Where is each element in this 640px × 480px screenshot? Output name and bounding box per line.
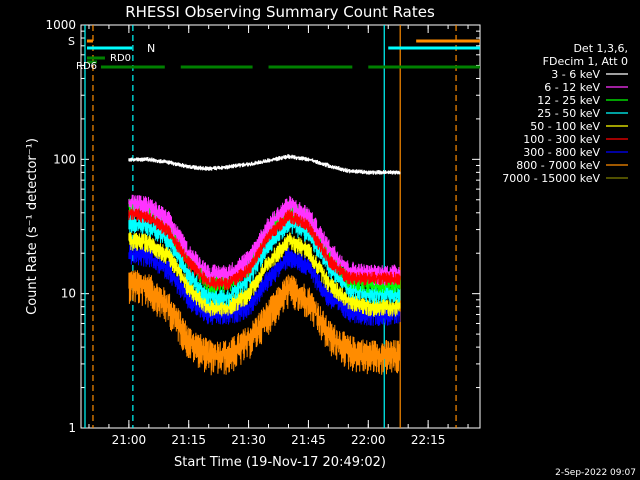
y-tick-label: 100	[53, 152, 76, 166]
rd6-label: RD6	[76, 61, 97, 72]
saa-label: S	[68, 35, 75, 48]
legend-label: 50 - 100 keV	[530, 120, 600, 133]
x-tick-label: 21:15	[171, 433, 206, 447]
legend-label: 12 - 25 keV	[537, 94, 600, 107]
legend-header: FDecim 1, Att 0	[543, 55, 628, 68]
legend-label: 300 - 800 keV	[523, 146, 600, 159]
y-axis-label: Count Rate (s⁻¹ detector⁻¹)	[25, 138, 40, 315]
legend-label: 25 - 50 keV	[537, 107, 600, 120]
x-tick-label: 21:00	[112, 433, 147, 447]
chart-title: RHESSI Observing Summary Count Rates	[125, 3, 435, 21]
legend-label: 6 - 12 keV	[544, 81, 600, 94]
legend-label: 3 - 6 keV	[551, 68, 600, 81]
series-5-trace	[128, 208, 401, 291]
x-tick-label: 21:30	[231, 433, 266, 447]
x-axis-label: Start Time (19-Nov-17 20:49:02)	[174, 455, 386, 470]
x-tick-label: 22:00	[351, 433, 386, 447]
timestamp: 2-Sep-2022 09:07	[555, 468, 636, 478]
legend-label: 7000 - 15000 keV	[502, 172, 600, 185]
y-tick-label: 1	[68, 421, 76, 435]
series-7-trace	[128, 270, 401, 376]
x-tick-label: 21:45	[291, 433, 326, 447]
rd0-label: RD0	[110, 53, 131, 64]
plot-frame	[80, 24, 481, 429]
legend-label: 800 - 7000 keV	[516, 159, 600, 172]
night-label: N	[147, 42, 155, 55]
y-tick-label: 1000	[45, 18, 76, 32]
legend-header: Det 1,3,6,	[573, 42, 628, 55]
y-tick-label: 10	[61, 287, 76, 301]
legend-label: 100 - 300 keV	[523, 133, 600, 146]
series-0-trace	[128, 154, 401, 175]
x-tick-label: 22:15	[411, 433, 446, 447]
